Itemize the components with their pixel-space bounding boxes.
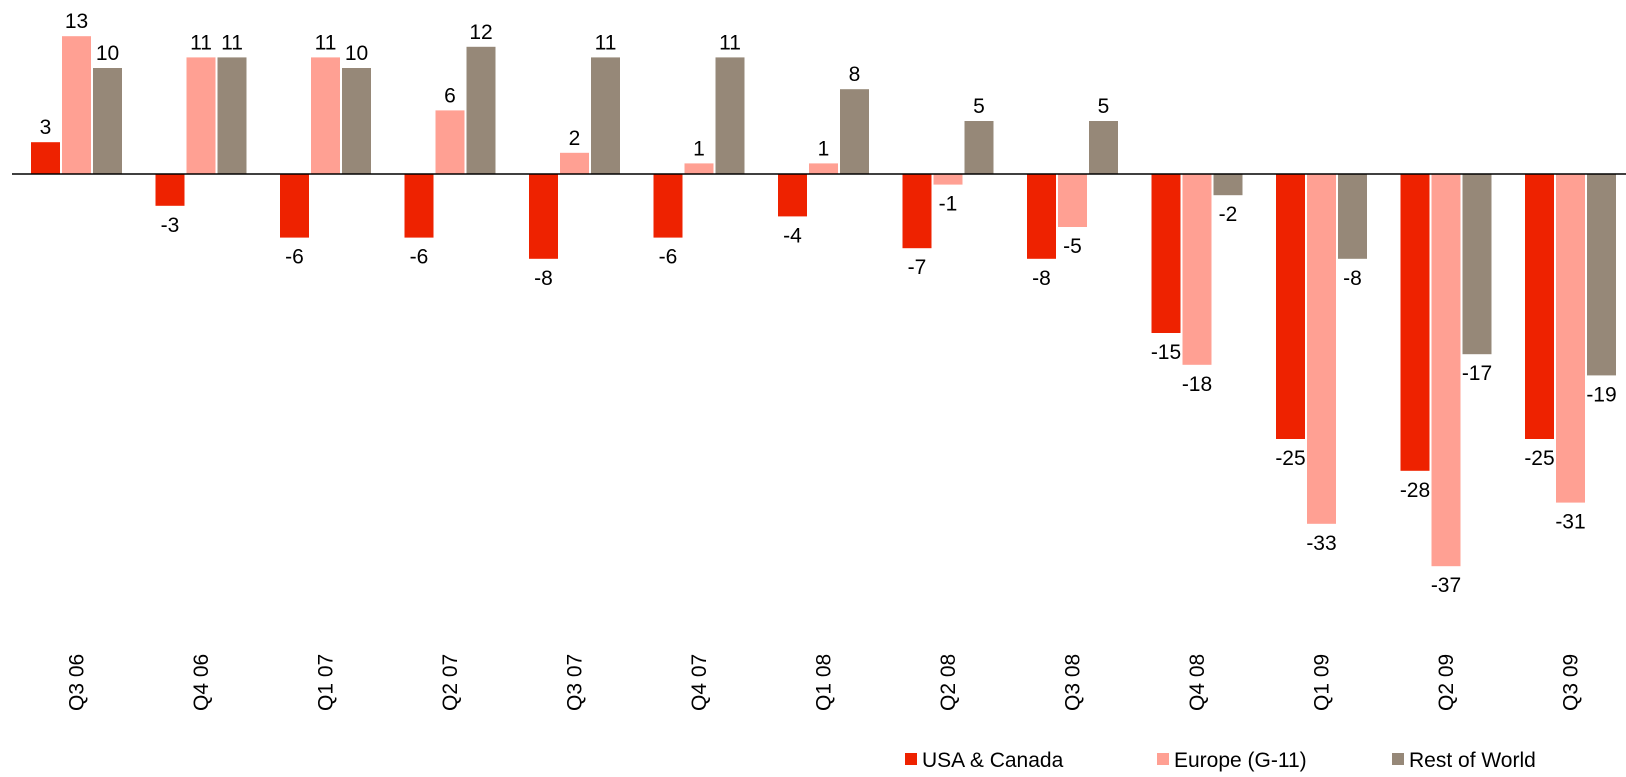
- bar: [1307, 174, 1336, 524]
- data-label: -15: [1151, 341, 1181, 364]
- data-label: 11: [221, 31, 243, 54]
- data-label: -33: [1306, 532, 1336, 555]
- bar: [778, 174, 807, 217]
- x-tick-label: Q2 08: [937, 654, 960, 711]
- data-label: 8: [849, 63, 861, 86]
- x-tick-label: Q2 07: [439, 654, 462, 711]
- data-label: 13: [65, 10, 88, 33]
- data-label: -17: [1462, 362, 1492, 385]
- bar: [1182, 174, 1212, 365]
- legend-label: Rest of World: [1409, 749, 1536, 772]
- data-label: 2: [569, 127, 581, 150]
- x-tick-label: Q4 07: [688, 654, 711, 711]
- bar: [155, 174, 185, 206]
- x-tick-label: Q1 07: [315, 654, 338, 711]
- bar: [404, 174, 434, 238]
- bar: [1338, 174, 1367, 259]
- legend-swatch: [905, 753, 917, 765]
- data-label: -2: [1219, 203, 1238, 226]
- data-label: -8: [1032, 267, 1051, 290]
- data-label: 10: [345, 42, 368, 65]
- data-label: -19: [1586, 383, 1616, 406]
- x-tick-label: Q3 08: [1062, 654, 1085, 711]
- data-label: 11: [315, 31, 337, 54]
- data-label: -3: [161, 214, 180, 237]
- data-label: 12: [469, 21, 492, 44]
- bar: [311, 57, 340, 174]
- bar: [529, 174, 558, 259]
- data-label: -1: [939, 193, 958, 216]
- bar: [1151, 174, 1181, 333]
- data-label: 1: [818, 137, 830, 160]
- bar: [840, 89, 869, 174]
- bar: [653, 174, 683, 238]
- data-label: -8: [534, 267, 553, 290]
- legend-swatch: [1392, 753, 1404, 765]
- bar: [1556, 174, 1585, 503]
- bar: [1058, 174, 1087, 227]
- data-label: -6: [410, 246, 429, 269]
- data-label: 6: [444, 84, 456, 107]
- bar: [902, 174, 932, 249]
- bar: [964, 121, 994, 174]
- data-label: 3: [40, 116, 52, 139]
- data-label: -6: [285, 246, 304, 269]
- data-label: -8: [1343, 267, 1362, 290]
- bar: [715, 57, 745, 174]
- legend-label: USA & Canada: [922, 749, 1064, 772]
- bar: [1089, 121, 1118, 174]
- data-label: -37: [1431, 574, 1461, 597]
- x-tick-label: Q1 08: [813, 654, 836, 711]
- legend-label: Europe (G-11): [1174, 749, 1307, 772]
- bar: [1525, 174, 1554, 439]
- x-tick-label: Q3 09: [1560, 654, 1583, 711]
- data-label: 1: [693, 137, 705, 160]
- legend-swatch: [1157, 753, 1169, 765]
- data-label: -18: [1182, 373, 1212, 396]
- data-label: -6: [659, 246, 678, 269]
- data-label: 5: [973, 95, 985, 118]
- data-label: -7: [908, 256, 927, 279]
- bar: [62, 36, 91, 175]
- bar: [186, 57, 216, 174]
- bar: [280, 174, 309, 238]
- x-tick-label: Q3 07: [564, 654, 587, 711]
- bar: [217, 57, 247, 174]
- data-label: -5: [1063, 235, 1082, 258]
- data-label: 10: [96, 42, 119, 65]
- bar: [1587, 174, 1616, 376]
- bar: [466, 46, 496, 174]
- bar: [684, 163, 714, 174]
- data-label: -4: [783, 224, 802, 247]
- x-tick-label: Q1 09: [1311, 654, 1334, 711]
- bar: [435, 110, 465, 174]
- bar: [809, 163, 838, 174]
- bar: [591, 57, 620, 174]
- data-label: 5: [1098, 95, 1110, 118]
- data-label: 11: [190, 31, 212, 54]
- bar: [1213, 174, 1243, 196]
- bar: [31, 142, 60, 174]
- bar: [933, 174, 963, 185]
- bar: [342, 68, 371, 174]
- data-label: 11: [719, 31, 741, 54]
- bar: [93, 68, 122, 174]
- bar: [1027, 174, 1056, 259]
- data-label: 11: [595, 31, 617, 54]
- data-label: -28: [1400, 479, 1430, 502]
- data-label: -31: [1555, 511, 1585, 534]
- bar: [1400, 174, 1430, 471]
- data-label: -25: [1275, 447, 1305, 470]
- x-tick-label: Q4 08: [1186, 654, 1209, 711]
- data-label: -25: [1524, 447, 1554, 470]
- x-tick-label: Q4 06: [190, 654, 213, 711]
- bar: [560, 152, 589, 174]
- bar: [1431, 174, 1461, 567]
- x-tick-label: Q2 09: [1435, 654, 1458, 711]
- x-tick-label: Q3 06: [66, 654, 89, 711]
- bar: [1276, 174, 1305, 439]
- bar: [1462, 174, 1492, 355]
